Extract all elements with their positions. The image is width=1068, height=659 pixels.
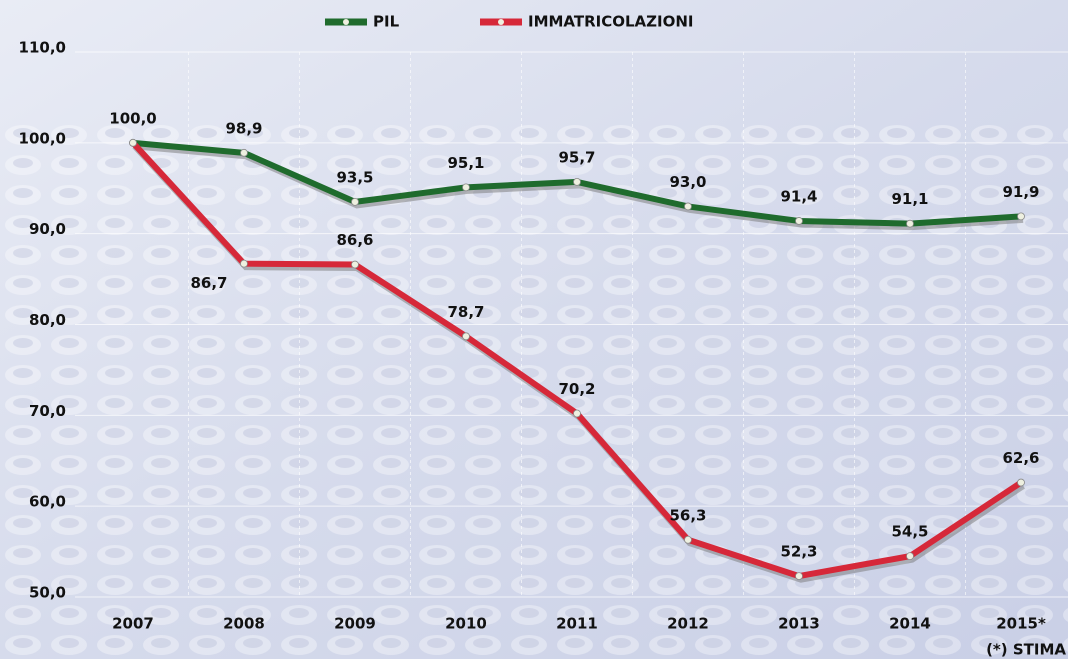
legend-label: IMMATRICOLAZIONI <box>528 13 694 31</box>
data-label: 91,9 <box>1002 183 1039 201</box>
point <box>463 333 470 340</box>
point <box>685 203 692 210</box>
x-tick-label: 2010 <box>445 615 487 633</box>
data-label: 100,0 <box>109 109 156 127</box>
y-tick-label: 90,0 <box>29 220 66 238</box>
x-tick-label: 2008 <box>223 615 265 633</box>
y-tick-label: 80,0 <box>29 311 66 329</box>
y-tick-label: 60,0 <box>29 493 66 511</box>
point <box>1018 479 1025 486</box>
x-tick-label: 2007 <box>112 615 154 633</box>
point <box>796 217 803 224</box>
data-label: 52,3 <box>780 543 817 561</box>
y-tick-label: 110,0 <box>19 39 66 57</box>
point <box>796 573 803 580</box>
data-label: 78,7 <box>447 303 484 321</box>
data-label: 98,9 <box>225 119 262 137</box>
data-label: 54,5 <box>891 523 928 541</box>
y-tick-label: 70,0 <box>29 402 66 420</box>
x-tick-label: 2015* <box>996 615 1046 633</box>
data-label: 91,1 <box>891 190 928 208</box>
x-tick-label: 2014 <box>889 615 931 633</box>
legend-label: PIL <box>373 13 400 31</box>
point <box>1018 213 1025 220</box>
x-tick-label: 2009 <box>334 615 376 633</box>
point <box>241 260 248 267</box>
y-tick-label: 50,0 <box>29 584 66 602</box>
point <box>907 220 914 227</box>
data-label: 95,7 <box>558 148 595 166</box>
data-label: 91,4 <box>780 187 817 205</box>
legend-marker <box>498 19 504 25</box>
x-tick-label: 2012 <box>667 615 709 633</box>
point <box>130 139 137 146</box>
data-label: 93,5 <box>336 168 373 186</box>
data-label: 93,0 <box>669 173 706 191</box>
data-label: 62,6 <box>1002 449 1039 467</box>
point <box>574 178 581 185</box>
point <box>463 184 470 191</box>
y-tick-label: 100,0 <box>19 129 66 147</box>
data-label: 86,7 <box>190 274 227 292</box>
footnote: (*) STIMA <box>986 641 1066 659</box>
data-label: 86,6 <box>336 231 373 249</box>
point <box>907 553 914 560</box>
point <box>241 149 248 156</box>
data-label: 70,2 <box>558 380 595 398</box>
point <box>352 198 359 205</box>
chart: 50,0 60,0 70,0 80,0 90,0 100,0 110,0 2007 2008 20… <box>0 0 1068 659</box>
data-label: 95,1 <box>447 154 484 172</box>
point <box>574 410 581 417</box>
legend-marker <box>343 19 349 25</box>
x-tick-label: 2013 <box>778 615 820 633</box>
point <box>352 261 359 268</box>
point <box>685 536 692 543</box>
data-label: 56,3 <box>669 506 706 524</box>
x-tick-label: 2011 <box>556 615 598 633</box>
